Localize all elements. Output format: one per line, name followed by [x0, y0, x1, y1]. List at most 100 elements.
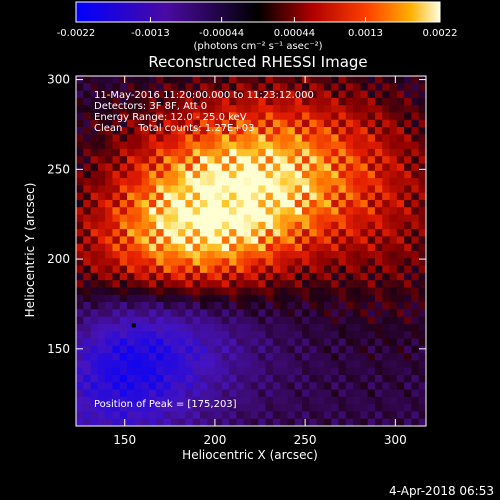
- heatmap-cell: [389, 76, 398, 84]
- heatmap-cell: [331, 178, 339, 186]
- heatmap-cell: [251, 163, 259, 172]
- x-tick-label: 200: [203, 433, 226, 447]
- heatmap-cell: [170, 112, 179, 121]
- heatmap-cell: [353, 97, 361, 106]
- heatmap-cell: [280, 170, 288, 179]
- heatmap-cell: [141, 178, 150, 186]
- heatmap-cell: [185, 185, 194, 194]
- heatmap-cell: [134, 382, 143, 390]
- heatmap-cell: [243, 105, 252, 113]
- heatmap-cell: [76, 396, 84, 405]
- heatmap-cell: [323, 353, 332, 361]
- heatmap-cell: [97, 374, 106, 383]
- heatmap-cell: [323, 83, 332, 91]
- peak-position-label: Position of Peak = [175,203]: [94, 399, 237, 410]
- heatmap-cell: [83, 338, 91, 347]
- heatmap-cell: [302, 309, 310, 318]
- heatmap-cell: [207, 214, 215, 223]
- heatmap-cell: [294, 178, 303, 186]
- heatmap-cell: [367, 178, 376, 186]
- heatmap-cell: [404, 280, 412, 288]
- heatmap-cell: [323, 382, 332, 390]
- heatmap-cell: [105, 272, 113, 281]
- heatmap-cell: [83, 294, 91, 303]
- heatmap-cell: [185, 265, 194, 274]
- heatmap-cell: [280, 382, 288, 390]
- heatmap-cell: [148, 302, 157, 310]
- heatmap-cell: [178, 199, 186, 208]
- heatmap-cell: [258, 185, 266, 194]
- heatmap-cell: [236, 185, 245, 194]
- heatmap-cell: [287, 170, 296, 179]
- colorbar-tick-label: -0.00044: [199, 28, 244, 39]
- heatmap-cell: [141, 236, 150, 245]
- heatmap-cell: [185, 134, 194, 143]
- heatmap-cell: [316, 163, 325, 172]
- heatmap-cell: [280, 345, 288, 354]
- heatmap-cell: [367, 229, 376, 237]
- heatmap-cell: [199, 353, 208, 361]
- heatmap-cell: [382, 418, 390, 427]
- heatmap-cell: [294, 265, 303, 274]
- info-clean-counts: Clean Total counts: 1.27E+03: [94, 123, 254, 134]
- heatmap-cell: [309, 294, 318, 303]
- heatmap-cell: [272, 331, 281, 339]
- heatmap-cell: [90, 396, 99, 405]
- heatmap-cell: [170, 374, 179, 383]
- heatmap-cell: [353, 112, 361, 121]
- heatmap-cell: [90, 302, 99, 310]
- heatmap-cell: [389, 309, 398, 318]
- heatmap-cell: [207, 323, 215, 332]
- heatmap-cell: [214, 345, 223, 354]
- heatmap-cell: [97, 309, 106, 318]
- heatmap-cell: [367, 338, 376, 347]
- heatmap-cell: [192, 97, 201, 106]
- heatmap-cell: [353, 331, 361, 339]
- heatmap-cell: [272, 229, 281, 237]
- heatmap-cell: [309, 185, 318, 194]
- heatmap-cell: [170, 141, 179, 150]
- heatmap-cell: [374, 331, 383, 339]
- heatmap-cell: [309, 360, 318, 369]
- heatmap-cell: [163, 353, 172, 361]
- heatmap-cell: [178, 316, 186, 325]
- heatmap-cell: [338, 185, 347, 194]
- heatmap-cell: [418, 389, 427, 398]
- heatmap-cell: [374, 127, 383, 135]
- heatmap-cell: [389, 382, 398, 390]
- heatmap-cell: [199, 192, 208, 201]
- heatmap-cell: [396, 185, 405, 194]
- heatmap-cell: [221, 119, 230, 128]
- heatmap-cell: [178, 382, 186, 390]
- heatmap-cell: [156, 287, 164, 296]
- heatmap-cell: [112, 404, 121, 412]
- heatmap-cell: [251, 389, 259, 398]
- heatmap-cell: [105, 323, 113, 332]
- heatmap-cell: [309, 302, 318, 310]
- heatmap-cell: [112, 76, 121, 84]
- heatmap-cell: [302, 192, 310, 201]
- heatmap-cell: [272, 221, 281, 230]
- heatmap-cell: [411, 331, 420, 339]
- heatmap-cell: [112, 134, 121, 143]
- heatmap-cell: [251, 411, 259, 420]
- heatmap-cell: [360, 360, 369, 369]
- heatmap-cell: [83, 76, 91, 84]
- heatmap-cell: [396, 418, 405, 427]
- heatmap-cell: [404, 127, 412, 135]
- heatmap-cell: [83, 207, 91, 215]
- heatmap-cell: [229, 382, 237, 390]
- heatmap-cell: [185, 302, 194, 310]
- heatmap-cell: [105, 316, 113, 325]
- heatmap-cell: [112, 192, 121, 201]
- heatmap-cell: [389, 251, 398, 259]
- heatmap-cell: [141, 374, 150, 383]
- heatmap-cell: [272, 360, 281, 369]
- heatmap-cell: [105, 141, 113, 150]
- heatmap-cell: [382, 353, 390, 361]
- heatmap-cell: [221, 316, 230, 325]
- heatmap-cell: [156, 323, 164, 332]
- heatmap-cell: [127, 367, 135, 376]
- heatmap-cell: [389, 199, 398, 208]
- chart-title: Reconstructed RHESSI Image: [148, 53, 367, 71]
